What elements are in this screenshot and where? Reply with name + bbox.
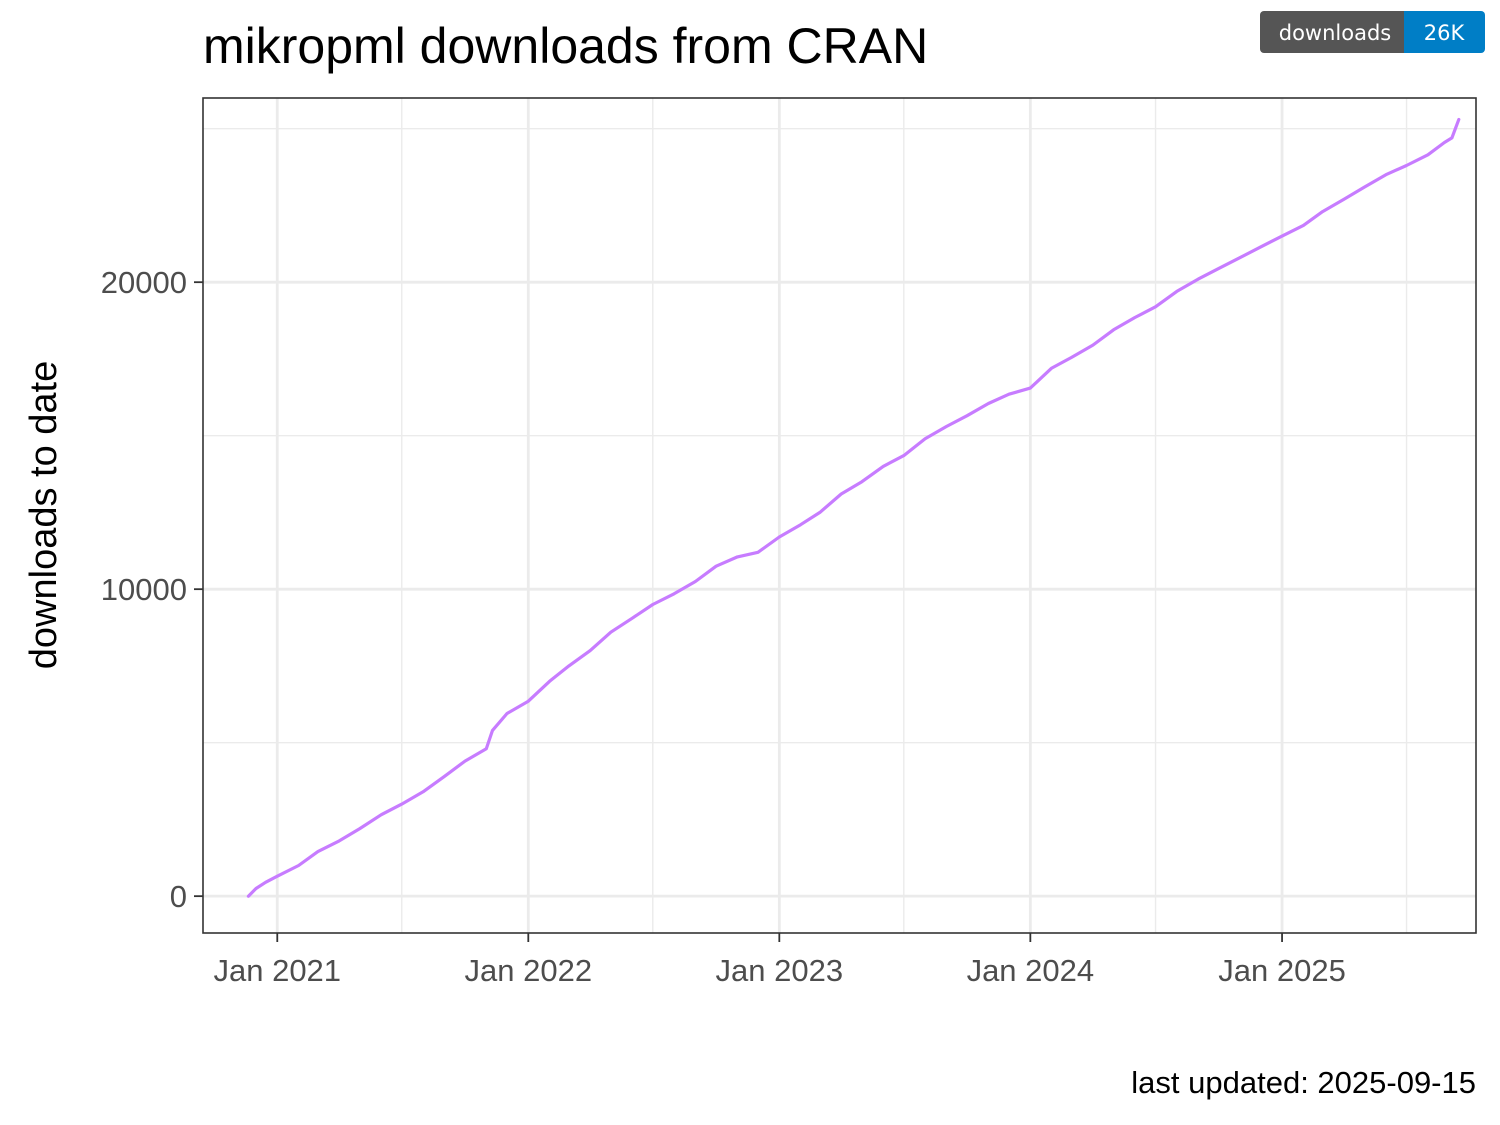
- downloads-badge: downloads 26K: [1260, 11, 1485, 53]
- badge-value-join: [1404, 11, 1414, 53]
- x-axis: Jan 2021 Jan 2022 Jan 2023 Jan 2024 Jan 2025: [213, 933, 1346, 988]
- last-updated-caption: last updated: 2025-09-15: [1131, 1065, 1476, 1100]
- x-tick-label: Jan 2022: [465, 953, 593, 988]
- y-axis: 0 10000 20000: [101, 265, 203, 914]
- badge-value: 26K: [1424, 21, 1466, 45]
- y-tick-label: 0: [170, 879, 187, 914]
- badge-label: downloads: [1279, 21, 1392, 45]
- x-tick-label: Jan 2023: [716, 953, 844, 988]
- series-line-downloads: [246, 117, 1461, 898]
- panel-border: [202, 97, 1477, 934]
- minor-gridlines: [203, 98, 1476, 933]
- major-gridlines: [203, 98, 1476, 933]
- x-tick-label: Jan 2025: [1218, 953, 1346, 988]
- chart-title: mikropml downloads from CRAN: [203, 18, 928, 74]
- y-tick-label: 20000: [101, 265, 187, 300]
- badge-label-background: [1260, 11, 1410, 53]
- x-tick-label: Jan 2021: [213, 953, 341, 988]
- y-tick-label: 10000: [101, 572, 187, 607]
- badge-value-background: [1404, 11, 1485, 53]
- plot-panel: [203, 98, 1476, 933]
- y-axis-title: downloads to date: [23, 361, 65, 669]
- x-tick-label: Jan 2024: [967, 953, 1095, 988]
